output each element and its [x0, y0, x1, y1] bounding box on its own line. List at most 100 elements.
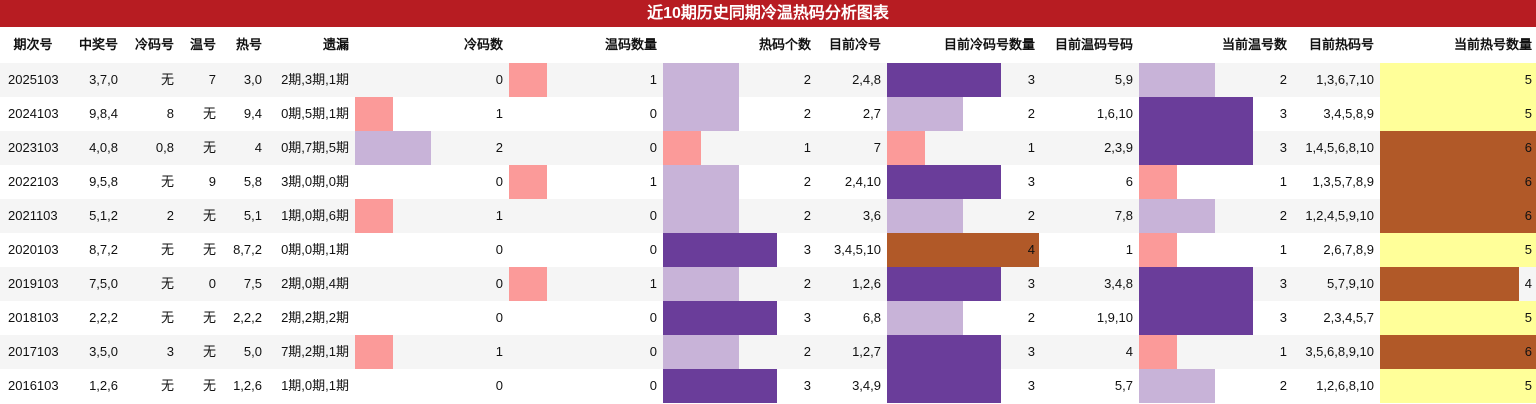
cold-value: 无: [160, 72, 174, 87]
winning-value: 3,7,0: [89, 72, 118, 87]
cur_warm-value: 5,7: [1114, 378, 1133, 393]
cur_cold_count-bar: [887, 63, 1001, 97]
warm-value: 9: [208, 174, 216, 189]
cur_cold_count-bar: [887, 97, 963, 131]
cur_cold_count-value: 3: [1027, 378, 1035, 393]
hot_count-bar: [663, 97, 739, 131]
cur_cold_count-value: 3: [1027, 72, 1035, 87]
cur_hot_count-bar: [1380, 369, 1536, 403]
cur_warm_count-value: 3: [1279, 106, 1287, 121]
warm_count-bar: [509, 267, 547, 301]
warm_count-value: 0: [649, 242, 657, 257]
warm-value: 7: [208, 72, 216, 87]
cur_hot_count-value: 6: [1524, 208, 1532, 223]
missing-value: 1期,0期,6期: [281, 208, 349, 223]
cur_hot-value: 1,4,5,6,8,10: [1305, 140, 1374, 155]
header-cur_warm_count: 当前温号数: [1221, 37, 1287, 52]
header-warm_count: 温码数量: [604, 37, 657, 52]
hot_count-value: 2: [803, 72, 811, 87]
warm_count-value: 1: [649, 72, 657, 87]
cur_warm_count-value: 1: [1279, 344, 1287, 359]
cold_count-bar: [355, 199, 393, 233]
cur_cold-value: 2,4,10: [844, 174, 881, 189]
cur_warm_count-value: 3: [1279, 276, 1287, 291]
header-hot: 热号: [235, 37, 262, 52]
table-row: 2024103 9,8,4 8 无 9,4 0期,5期,1期 1 0 2 2,7 2 1,6,10 3 3…: [0, 97, 1536, 131]
cur_hot_count-value: 5: [1524, 72, 1532, 87]
warm-value: 无: [202, 140, 216, 155]
period-value: 2016103: [8, 378, 59, 393]
hot_count-value: 3: [803, 310, 811, 325]
header-cur_hot: 目前热码号: [1308, 37, 1374, 52]
cur_cold_count-value: 2: [1027, 208, 1035, 223]
cur_warm_count-bar: [1139, 97, 1253, 131]
period-value: 2019103: [8, 276, 59, 291]
cold_count-value: 0: [495, 310, 503, 325]
cold_count-value: 0: [495, 72, 503, 87]
table-header: 期次号 中奖号 冷码号 温号 热号 遗漏 冷码数 温码数量 热码个数 目前冷号 目前冷码号数量 目前温…: [0, 27, 1536, 64]
missing-value: 0期,7期,5期: [281, 140, 349, 155]
table-row: 2023103 4,0,8 0,8 无 4 0期,7期,5期 2 0 1 7 1 2,3,9 3 1,4,…: [0, 131, 1536, 165]
cur_hot_count-value: 5: [1524, 242, 1532, 257]
cur_warm-value: 1,6,10: [1096, 106, 1133, 121]
cur_hot-value: 1,2,4,5,9,10: [1305, 208, 1374, 223]
hot_count-bar: [663, 267, 739, 301]
hot_count-bar: [663, 199, 739, 233]
cur_cold_count-bar: [887, 301, 963, 335]
cur_warm_count-bar: [1139, 63, 1215, 97]
warm-value: 无: [202, 242, 216, 257]
period-value: 2024103: [8, 106, 59, 121]
cold_count-value: 0: [495, 174, 503, 189]
cur_cold_count-bar: [887, 199, 963, 233]
cold_count-bar: [355, 335, 393, 369]
warm_count-value: 0: [649, 344, 657, 359]
table-row: 2017103 3,5,0 3 无 5,0 7期,2期,1期 1 0 2 1,2,7 3 4 1 3,5,…: [0, 335, 1536, 369]
cur_cold_count-bar: [887, 369, 1001, 403]
hot-value: 8,7,2: [233, 242, 262, 257]
missing-value: 1期,0期,1期: [281, 378, 349, 393]
header-cur_cold_count: 目前冷码号数量: [943, 37, 1035, 52]
cur_cold-value: 7: [873, 140, 881, 155]
cur_cold_count-value: 1: [1027, 140, 1035, 155]
missing-value: 2期,3期,1期: [281, 72, 349, 87]
cold-value: 无: [160, 242, 174, 257]
cur_cold-value: 1,2,7: [852, 344, 881, 359]
table-row: 2019103 7,5,0 无 0 7,5 2期,0期,4期 0 1 2 1,2,6 3 3,4,8 3…: [0, 267, 1536, 301]
header-warm: 温号: [189, 37, 216, 52]
cur_cold_count-bar: [887, 233, 1039, 267]
cur_cold_count-bar: [887, 267, 1001, 301]
cold_count-value: 0: [495, 242, 503, 257]
cold-value: 无: [160, 174, 174, 189]
cur_warm_count-value: 2: [1279, 208, 1287, 223]
cur_hot-value: 1,2,6,8,10: [1316, 378, 1374, 393]
hot_count-bar: [663, 165, 739, 199]
warm_count-bar: [509, 165, 547, 199]
warm-value: 无: [202, 310, 216, 325]
warm_count-value: 0: [649, 140, 657, 155]
missing-value: 2期,2期,2期: [281, 310, 349, 325]
cur_warm_count-bar: [1139, 335, 1177, 369]
cur_hot-value: 3,5,6,8,9,10: [1305, 344, 1374, 359]
hot-value: 2,2,2: [233, 310, 262, 325]
cur_cold_count-value: 2: [1027, 106, 1035, 121]
header-cur_hot_count: 当前热号数量: [1453, 37, 1532, 52]
cur_warm_count-value: 1: [1279, 174, 1287, 189]
winning-value: 4,0,8: [89, 140, 118, 155]
cur_warm-value: 4: [1125, 344, 1133, 359]
cold-value: 0,8: [155, 140, 174, 155]
hot_count-bar: [663, 63, 739, 97]
cur_hot_count-bar: [1380, 131, 1536, 165]
hot-value: 3,0: [243, 72, 262, 87]
winning-value: 7,5,0: [89, 276, 118, 291]
header-cur_warm: 目前温码号码: [1054, 37, 1133, 52]
hot_count-value: 2: [803, 106, 811, 121]
hot_count-value: 2: [803, 344, 811, 359]
cur_warm-value: 5,9: [1114, 72, 1133, 87]
hot_count-bar: [663, 369, 777, 403]
hot-value: 5,0: [243, 344, 262, 359]
cur_hot_count-value: 6: [1524, 140, 1532, 155]
cold-value: 无: [160, 310, 174, 325]
cur_warm-value: 6: [1125, 174, 1133, 189]
cur_cold-value: 1,2,6: [852, 276, 881, 291]
cold_count-value: 0: [495, 378, 503, 393]
